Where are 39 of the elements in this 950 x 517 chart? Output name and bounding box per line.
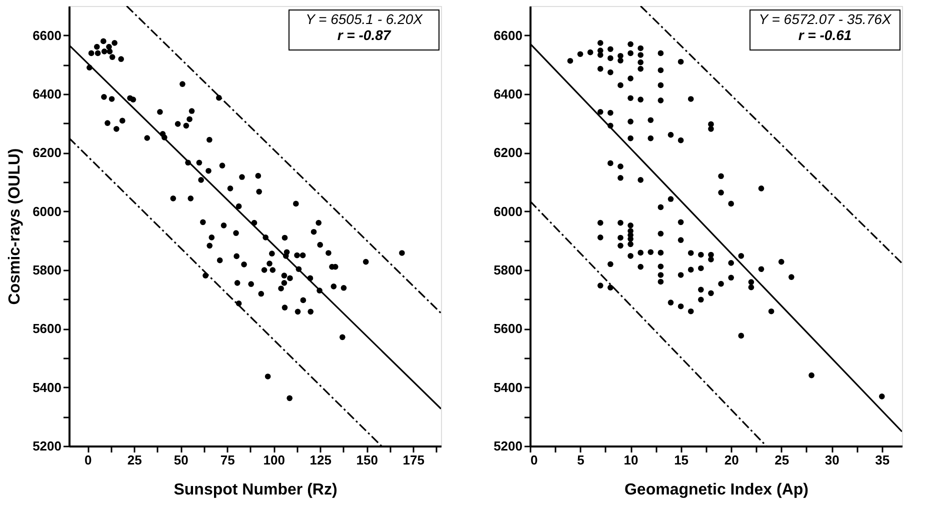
x-tick-label: 175 bbox=[402, 452, 424, 468]
x-axis-title: Sunspot Number (Rz) bbox=[174, 482, 338, 498]
y-tick-label: 6000 bbox=[494, 204, 522, 219]
x-tick-label: 20 bbox=[724, 452, 739, 468]
x-tick-label: 10 bbox=[624, 452, 638, 468]
y-tick-label: 6000 bbox=[32, 204, 62, 219]
y-tick-label: 6200 bbox=[32, 145, 62, 160]
y-tick-label: 5200 bbox=[32, 438, 62, 454]
y-axis-title: Cosmic-rays (OULU) bbox=[6, 148, 24, 305]
x-tick-label: 30 bbox=[824, 452, 840, 468]
x-tick-label: 0 bbox=[84, 452, 92, 468]
y-tick-label: 5600 bbox=[32, 321, 62, 336]
x-tick-label: 15 bbox=[674, 452, 689, 468]
y-tick-label: 5800 bbox=[494, 262, 522, 278]
annotation: r = -0.87 bbox=[337, 27, 392, 43]
x-tick-label: 100 bbox=[263, 452, 285, 468]
x-axis-title: Geomagnetic Index (Ap) bbox=[624, 482, 809, 498]
x-tick-label: 25 bbox=[127, 452, 142, 468]
y-tick-label: 5600 bbox=[494, 321, 522, 336]
annotation: Y = 6572.07 - 35.76X bbox=[758, 11, 892, 27]
y-tick-label: 6600 bbox=[494, 28, 522, 43]
y-tick-label: 5400 bbox=[494, 380, 522, 395]
y-tick-label: 6600 bbox=[32, 28, 62, 43]
x-tick-label: 0 bbox=[530, 452, 538, 468]
y-tick-label: 6200 bbox=[494, 145, 522, 160]
x-tick-label: 35 bbox=[875, 452, 890, 468]
annotation: Y = 6505.1 - 6.20X bbox=[306, 11, 424, 27]
y-tick-label: 5200 bbox=[494, 438, 522, 454]
y-tick-label: 5400 bbox=[32, 380, 62, 395]
y-tick-label: 5800 bbox=[32, 262, 62, 278]
x-tick-label: 75 bbox=[220, 452, 235, 468]
x-tick-label: 25 bbox=[774, 452, 790, 468]
y-tick-label: 6400 bbox=[32, 86, 62, 102]
x-tick-label: 150 bbox=[356, 452, 378, 468]
annotation: r = -0.61 bbox=[798, 27, 852, 43]
y-tick-label: 6400 bbox=[494, 86, 522, 102]
x-tick-label: 50 bbox=[174, 452, 188, 468]
x-tick-label: 5 bbox=[577, 452, 584, 468]
x-tick-label: 125 bbox=[310, 452, 332, 468]
